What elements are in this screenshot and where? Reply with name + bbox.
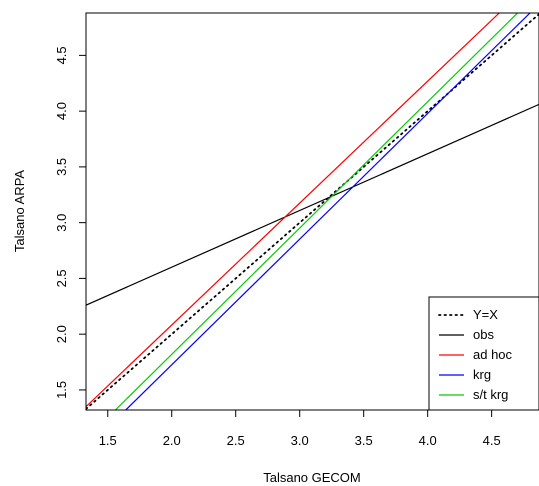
x-axis: 1.5 2.0 2.5 3.0 3.5 4.0 4.5 [99, 410, 501, 448]
x-tick-label: 4.5 [483, 433, 501, 448]
x-tick-label: 2.0 [163, 433, 181, 448]
series-line-2 [86, 13, 501, 408]
x-axis-label: Talsano GECOM [263, 470, 361, 485]
y-tick-label: 4.0 [54, 102, 69, 120]
x-tick-label: 4.0 [419, 433, 437, 448]
series-lines [86, 13, 539, 410]
legend-label: Y=X [473, 307, 498, 322]
y-tick-label: 2.5 [54, 269, 69, 287]
series-line-3 [124, 13, 531, 410]
y-axis-label: Talsano ARPA [12, 170, 27, 252]
y-tick-label: 3.5 [54, 158, 69, 176]
legend-label: ad hoc [473, 347, 513, 362]
legend-label: obs [473, 327, 494, 342]
y-tick-label: 1.5 [54, 381, 69, 399]
y-axis: 1.5 2.0 2.5 3.0 3.5 4.0 4.5 [54, 46, 86, 399]
y-tick-label: 3.0 [54, 214, 69, 232]
legend-box [428, 296, 539, 411]
x-tick-label: 1.5 [99, 433, 117, 448]
legend: Y=X obs ad hoc krg s/t krg [428, 296, 539, 411]
series-line-0 [86, 13, 539, 410]
x-tick-label: 3.0 [291, 433, 309, 448]
y-tick-label: 2.0 [54, 325, 69, 343]
plot-frame [85, 12, 539, 411]
legend-label: krg [473, 367, 491, 382]
legend-label: s/t krg [473, 387, 508, 402]
x-tick-label: 2.5 [227, 433, 245, 448]
series-line-1 [86, 103, 539, 306]
series-line-4 [114, 13, 519, 410]
x-tick-label: 3.5 [355, 433, 373, 448]
y-tick-label: 4.5 [54, 46, 69, 64]
